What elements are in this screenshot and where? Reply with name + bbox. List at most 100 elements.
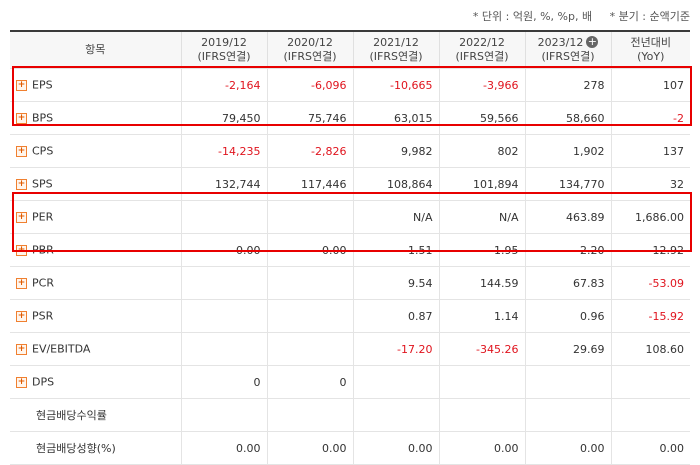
row-label-cell[interactable]: + EPS (10, 68, 181, 102)
expand-plus-icon[interactable]: + (16, 277, 27, 289)
value-cell: 132,744 (180, 167, 267, 201)
table-row: + PBR 0.00 0.00 1.51 1.95 2.20 12.92 (10, 233, 690, 267)
value-cell: 134,770 (524, 167, 611, 201)
value-cell: 1.14 (438, 299, 525, 333)
value-cell (266, 266, 353, 300)
value-cell: 9.54 (352, 266, 439, 300)
value-cell: 278 (524, 68, 611, 102)
expand-plus-icon[interactable]: + (16, 376, 27, 388)
row-label-cell[interactable]: + SPS (10, 167, 181, 201)
value-cell: -6,096 (266, 68, 353, 102)
value-cell: 67.83 (524, 266, 611, 300)
value-cell: 1,902 (524, 134, 611, 168)
table-row: + EV/EBITDA -17.20 -345.26 29.69 108.60 (10, 332, 690, 366)
value-cell: 463.89 (524, 200, 611, 234)
header-yoy: 전년대비 (YoY) (610, 31, 690, 69)
row-label-cell: 현금배당성향(%) (10, 431, 181, 465)
header-2023: 2023/12 + (IFRS연결) (524, 31, 611, 69)
row-label-cell[interactable]: + BPS (10, 101, 181, 135)
value-cell (438, 398, 525, 432)
row-label-cell[interactable]: + PBR (10, 233, 181, 267)
header-2021: 2021/12 (IFRS연결) (352, 31, 439, 69)
value-cell: 75,746 (266, 101, 353, 135)
header-2019: 2019/12 (IFRS연결) (180, 31, 267, 69)
row-label-cell[interactable]: + PER (10, 200, 181, 234)
expand-plus-icon[interactable]: + (16, 145, 27, 157)
table-row: + CPS -14,235 -2,826 9,982 802 1,902 137 (10, 134, 690, 168)
row-label-cell[interactable]: + PCR (10, 266, 181, 300)
header-2020: 2020/12 (IFRS연결) (266, 31, 353, 69)
value-cell: 0.00 (180, 431, 267, 465)
value-cell: 117,446 (266, 167, 353, 201)
row-label: 현금배당수익률 (36, 409, 107, 422)
value-cell: 0.00 (524, 431, 611, 465)
value-cell: -345.26 (438, 332, 525, 366)
row-label: EPS (32, 78, 53, 92)
value-cell (266, 200, 353, 234)
row-label: 현금배당성향(%) (36, 442, 116, 455)
value-cell: -15.92 (610, 299, 690, 333)
expand-plus-icon[interactable]: + (16, 112, 27, 124)
expand-plus-icon[interactable]: + (16, 178, 27, 190)
value-cell (352, 398, 439, 432)
value-cell: -2,826 (266, 134, 353, 168)
row-label: CPS (32, 144, 54, 158)
value-cell: 137 (610, 134, 690, 168)
value-cell (610, 365, 690, 399)
row-label-cell[interactable]: + DPS (10, 365, 181, 399)
value-cell: 144.59 (438, 266, 525, 300)
table-notes: * 단위 : 억원, %, %p, 배 * 분기 : 순액기준 (459, 8, 690, 24)
value-cell (180, 398, 267, 432)
value-cell: -10,665 (352, 68, 439, 102)
row-label-cell: 현금배당수익률 (10, 398, 181, 432)
value-cell: 32 (610, 167, 690, 201)
row-label: PCR (32, 276, 54, 290)
value-cell: 0 (180, 365, 267, 399)
value-cell: 2.20 (524, 233, 611, 267)
row-label-cell[interactable]: + EV/EBITDA (10, 332, 181, 366)
value-cell: 58,660 (524, 101, 611, 135)
value-cell: 108,864 (352, 167, 439, 201)
value-cell (266, 332, 353, 366)
value-cell (524, 398, 611, 432)
value-cell (180, 299, 267, 333)
expand-plus-icon[interactable]: + (16, 343, 27, 355)
value-cell: 59,566 (438, 101, 525, 135)
value-cell: 1,686.00 (610, 200, 690, 234)
table-row: + PCR 9.54 144.59 67.83 -53.09 (10, 266, 690, 300)
value-cell: -2 (610, 101, 690, 135)
period-note: * 분기 : 순액기준 (609, 10, 690, 23)
expand-plus-icon[interactable]: + (16, 79, 27, 91)
value-cell: N/A (438, 200, 525, 234)
header-2022: 2022/12 (IFRS연결) (438, 31, 525, 69)
table-row: + EPS -2,164 -6,096 -10,665 -3,966 278 107 (10, 68, 690, 102)
unit-note: * 단위 : 억원, %, %p, 배 (472, 10, 593, 23)
value-cell: 63,015 (352, 101, 439, 135)
plus-circle-icon[interactable]: + (586, 35, 599, 48)
value-cell (610, 398, 690, 432)
table-row: 현금배당수익률 (10, 398, 690, 432)
value-cell: 0.87 (352, 299, 439, 333)
row-label-cell[interactable]: + CPS (10, 134, 181, 168)
value-cell (180, 332, 267, 366)
value-cell (180, 266, 267, 300)
row-label: DPS (32, 375, 55, 389)
expand-plus-icon[interactable]: + (16, 244, 27, 256)
row-label: BPS (32, 111, 54, 125)
value-cell: 0.00 (180, 233, 267, 267)
expand-plus-icon[interactable]: + (16, 211, 27, 223)
value-cell: 29.69 (524, 332, 611, 366)
header-item: 항목 (10, 31, 181, 69)
value-cell: 0.00 (438, 431, 525, 465)
row-label: PBR (32, 243, 54, 257)
table-row: + DPS 0 0 (10, 365, 690, 399)
value-cell (266, 299, 353, 333)
value-cell (352, 365, 439, 399)
value-cell: 79,450 (180, 101, 267, 135)
value-cell (438, 365, 525, 399)
expand-plus-icon[interactable]: + (16, 310, 27, 322)
table-row: + SPS 132,744 117,446 108,864 101,894 134,770 3… (10, 167, 690, 201)
row-label-cell[interactable]: + PSR (10, 299, 181, 333)
value-cell: -53.09 (610, 266, 690, 300)
value-cell: 802 (438, 134, 525, 168)
